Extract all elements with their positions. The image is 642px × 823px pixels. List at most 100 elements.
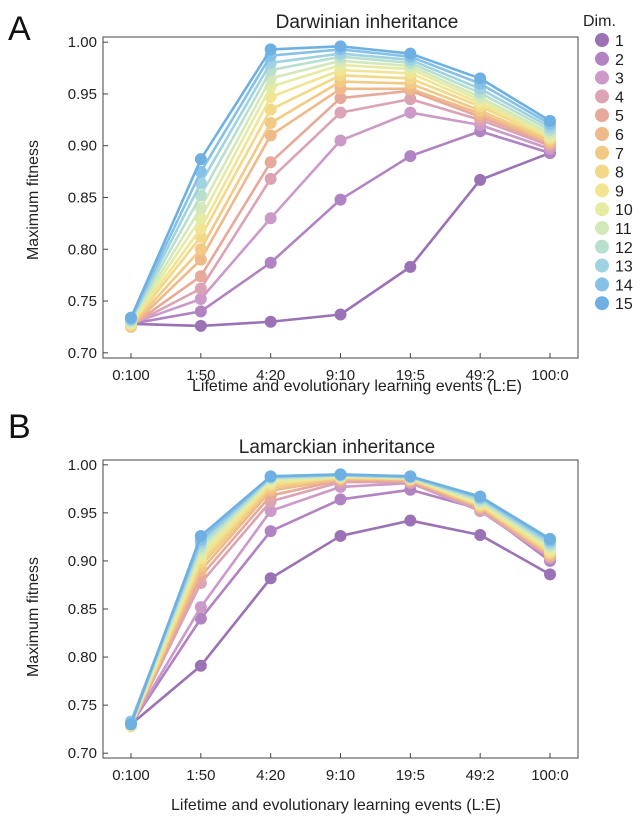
y-axis-label-a: Maximum fitness: [25, 140, 42, 260]
data-point-a-4: [334, 106, 347, 119]
y-tick-label-a: 0.75: [68, 293, 97, 310]
legend-label-9: 9: [615, 183, 624, 200]
legend-label-8: 8: [615, 165, 624, 182]
x-tick-label-a: 19:5: [396, 367, 425, 384]
data-point-a-9: [194, 222, 207, 235]
legend-label-3: 3: [615, 71, 624, 88]
legend-marker-1: [595, 33, 609, 47]
data-point-b-15: [404, 470, 417, 483]
chart-title-b: Lamarckian inheritance: [239, 437, 435, 458]
panel-letter-b: B: [8, 408, 31, 446]
data-point-b-3: [194, 601, 207, 614]
series-a-dim-3: [125, 106, 556, 330]
y-tick-label-a: 0.95: [68, 86, 97, 103]
data-point-b-2: [264, 525, 277, 538]
y-tick-label-a: 0.80: [68, 241, 97, 258]
x-tick-label-a: 9:10: [326, 367, 355, 384]
y-tick-label-a: 1.00: [68, 34, 97, 51]
legend-label-15: 15: [615, 296, 633, 313]
data-point-a-15: [125, 311, 137, 324]
legend-marker-12: [595, 239, 609, 254]
data-point-a-11: [194, 201, 207, 214]
series-line-b-4: [129, 480, 551, 726]
data-point-a-1: [474, 173, 487, 186]
legend-label-5: 5: [615, 108, 624, 125]
data-point-a-1: [404, 260, 417, 273]
legend-marker-13: [595, 258, 609, 273]
panel-letter-a: A: [8, 10, 31, 48]
legend-marker-3: [595, 70, 609, 85]
legend-marker-2: [595, 51, 609, 66]
x-tick-label-a: 1:50: [186, 367, 215, 384]
data-point-b-15: [264, 470, 277, 483]
legend-label-4: 4: [615, 89, 624, 106]
data-point-a-3: [404, 106, 417, 119]
series-a-dim-1: [125, 146, 556, 332]
series-group-a: [125, 40, 556, 333]
data-point-a-12: [194, 189, 207, 202]
legend-marker-11: [595, 221, 609, 235]
ticks-b: 0.70 0.75 0.80 0.85 0.90 0.95 1.00 0:100 1:50 4:2…: [68, 457, 569, 784]
legend-marker-15: [595, 296, 609, 311]
legend-label-12: 12: [615, 240, 633, 257]
x-tick-label-a: 49:2: [466, 367, 495, 384]
data-point-b-15: [334, 468, 347, 481]
data-point-a-4: [264, 172, 277, 185]
data-point-b-1: [544, 568, 556, 581]
y-tick-label-b: 0.90: [68, 553, 97, 570]
data-point-a-1: [334, 308, 347, 321]
data-point-a-15: [264, 43, 277, 56]
data-point-b-15: [125, 718, 137, 731]
x-tick-label-b: 19:5: [396, 767, 425, 784]
data-point-b-2: [334, 493, 347, 506]
data-point-b-2: [194, 612, 207, 625]
y-tick-label-a: 0.70: [68, 345, 97, 362]
x-axis-label-b: Lifetime and evolutionary learning event…: [171, 797, 501, 814]
data-point-b-1: [264, 572, 277, 585]
legend-label-11: 11: [615, 221, 632, 238]
x-tick-label-b: 49:2: [466, 767, 495, 784]
y-tick-label-a: 0.85: [68, 190, 97, 207]
data-point-a-3: [334, 134, 347, 147]
data-point-a-6: [264, 129, 277, 142]
x-axis-label-a: Lifetime and evolutionary learning event…: [192, 378, 522, 395]
panel-a: A Darwinian inheritance Maximum fitness …: [8, 10, 579, 395]
legend-label-7: 7: [615, 146, 624, 163]
legend-label-10: 10: [615, 202, 633, 219]
data-point-b-1: [194, 659, 207, 672]
data-point-a-3: [264, 212, 277, 225]
y-tick-label-b: 1.00: [68, 457, 97, 474]
x-tick-label-b: 0:100: [112, 767, 150, 784]
legend-label-13: 13: [615, 259, 633, 276]
legend-marker-8: [595, 164, 609, 179]
data-point-a-5: [194, 270, 207, 283]
data-point-a-15: [194, 153, 207, 166]
legend-marker-9: [595, 183, 609, 198]
ticks-a: 0.70 0.75 0.80 0.85 0.90 0.95 1.00 0:100 1:50 4:2…: [68, 34, 569, 384]
y-tick-label-b: 0.95: [68, 505, 97, 522]
data-point-b-15: [544, 532, 556, 545]
data-point-a-15: [474, 72, 487, 85]
legend-label-2: 2: [615, 52, 624, 69]
data-point-a-7: [194, 243, 207, 256]
y-tick-label-a: 0.90: [68, 138, 97, 155]
series-b-dim-15: [125, 468, 556, 731]
series-group-b: [125, 468, 556, 733]
y-axis-label-b: Maximum fitness: [25, 557, 42, 677]
x-tick-label-a: 4:20: [256, 367, 285, 384]
data-point-b-1: [334, 529, 347, 542]
x-tick-label-b: 4:20: [256, 767, 285, 784]
legend-label-6: 6: [615, 127, 624, 144]
data-point-b-1: [404, 514, 417, 527]
legend-label-14: 14: [615, 277, 633, 294]
data-point-a-1: [194, 319, 207, 332]
data-point-a-15: [544, 114, 556, 127]
series-line-b-2: [129, 488, 551, 726]
x-tick-label-a: 0:100: [112, 367, 150, 384]
series-line-b-3: [129, 481, 551, 726]
data-point-b-15: [474, 490, 487, 503]
data-point-a-5: [264, 156, 277, 169]
legend-marker-14: [595, 277, 609, 292]
